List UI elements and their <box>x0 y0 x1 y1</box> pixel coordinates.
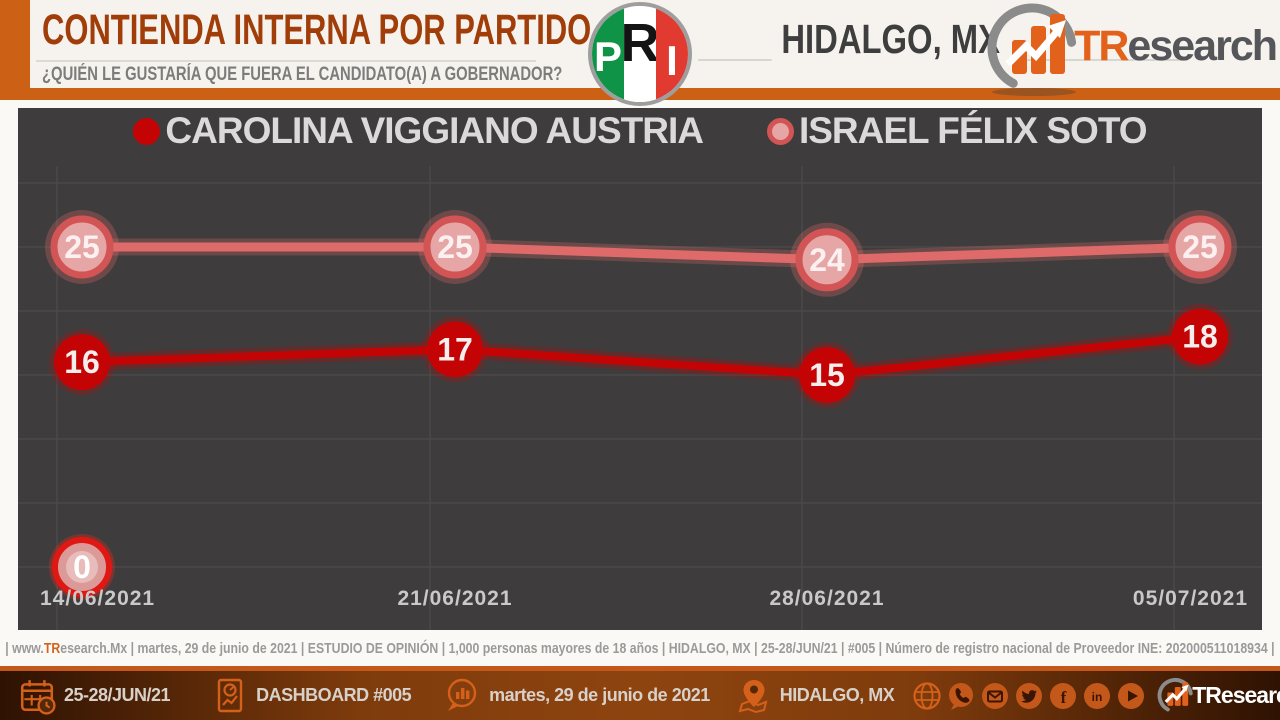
calendar-clock-icon <box>20 679 56 715</box>
facebook-icon[interactable]: f <box>1048 681 1078 711</box>
report-icon <box>217 678 243 712</box>
svg-text:15: 15 <box>809 357 845 393</box>
svg-text:in: in <box>1092 690 1103 704</box>
svg-text:17: 17 <box>437 331 473 367</box>
tresearch-prefix: TR <box>1074 22 1129 70</box>
header: CONTIENDA INTERNA POR PARTIDO ¿QUIÉN LE … <box>0 0 1280 106</box>
page-title: CONTIENDA INTERNA POR PARTIDO <box>42 6 592 54</box>
svg-text:25: 25 <box>1182 229 1218 265</box>
svg-text:24: 24 <box>809 242 845 278</box>
legend-dot-israel <box>766 117 794 145</box>
tresearch-wordmark-small: TResearch <box>1192 682 1280 709</box>
source-brand: TR <box>43 639 61 657</box>
header-left-accent-bar <box>0 0 30 88</box>
source-text: | www.TResearch.Mx | martes, 29 de junio… <box>5 640 1274 657</box>
tresearch-chart-icon <box>987 3 1077 96</box>
svg-text:16: 16 <box>64 344 100 380</box>
date-range-item: 25-28/JUN/21 <box>18 677 171 715</box>
legend-item-israel: ISRAEL FÉLIX SOTO <box>766 110 1148 152</box>
poll-line-chart: 25 25 24 25 16 17 15 18 0 14/06/2021 21/06/2021 28/… <box>18 108 1262 630</box>
svg-text:25: 25 <box>437 229 473 265</box>
tresearch-prefix-small: TR <box>1192 682 1222 708</box>
svg-text:18: 18 <box>1182 319 1218 355</box>
dashboard-label: DASHBOARD #005 <box>256 685 412 705</box>
svg-text:05/07/2021: 05/07/2021 <box>1133 587 1248 610</box>
location-label-bar: HIDALGO, MX <box>779 685 895 705</box>
tresearch-chart-icon-small <box>1157 677 1194 713</box>
map-pin-icon <box>738 679 768 713</box>
legend-item-carolina: CAROLINA VIGGIANO AUSTRIA <box>133 110 704 152</box>
svg-text:25: 25 <box>64 229 100 265</box>
social-icons: f in <box>912 681 1146 711</box>
tresearch-suffix-small: esearch <box>1220 682 1280 708</box>
svg-text:14/06/2021: 14/06/2021 <box>40 587 155 610</box>
globe-icon[interactable] <box>912 681 942 711</box>
legend-label-israel: ISRAEL FÉLIX SOTO <box>798 110 1148 151</box>
pri-letter-r: R <box>620 13 660 73</box>
location-label: HIDALGO, MX <box>771 16 1010 63</box>
svg-text:0: 0 <box>73 549 91 585</box>
source-line: | www.TResearch.Mx | martes, 29 de junio… <box>0 630 1280 666</box>
bottom-bar: 25-28/JUN/21 DASHBOARD #005 martes, 29 d… <box>0 666 1280 720</box>
pri-white-stripe: R <box>621 6 660 102</box>
linkedin-icon[interactable]: in <box>1082 681 1112 711</box>
legend-label-carolina: CAROLINA VIGGIANO AUSTRIA <box>165 110 704 151</box>
source-prefix: | www. <box>5 639 44 657</box>
source-rest: esearch.Mx | martes, 29 de junio de 2021… <box>60 639 1275 657</box>
chart-legend: CAROLINA VIGGIANO AUSTRIA ISRAEL FÉLIX S… <box>18 110 1262 152</box>
date-range-label: 25-28/JUN/21 <box>64 685 171 705</box>
speech-bubble-chart-icon <box>447 678 477 711</box>
svg-text:f: f <box>1061 688 1067 707</box>
pri-red-stripe: I <box>656 6 688 102</box>
youtube-icon[interactable] <box>1116 681 1146 711</box>
tresearch-logo: TResearch <box>978 0 1278 98</box>
legend-dot-carolina <box>133 117 161 145</box>
tresearch-wordmark: TResearch <box>1074 22 1278 71</box>
twitter-icon[interactable] <box>1014 681 1044 711</box>
tresearch-suffix: esearch <box>1127 22 1278 70</box>
publish-date-item: martes, 29 de junio de 2021 <box>441 677 710 715</box>
line-chart-plot: 25 25 24 25 16 17 15 18 014/06/2021 21/06/2021 28/… <box>18 166 1262 630</box>
page-subtitle: ¿QUIÉN LE GUSTARÍA QUE FUERA EL CANDIDAT… <box>42 64 563 85</box>
svg-text:28/06/2021: 28/06/2021 <box>769 587 884 610</box>
location-item: HIDALGO, MX <box>736 678 895 714</box>
phone-icon[interactable] <box>946 681 976 711</box>
publish-date-label: martes, 29 de junio de 2021 <box>489 685 710 705</box>
title-divider <box>36 60 536 62</box>
pri-party-logo: P R I <box>588 2 692 106</box>
svg-text:21/06/2021: 21/06/2021 <box>397 587 512 610</box>
pri-green-stripe: P <box>592 6 624 102</box>
pri-letter-p: P <box>593 33 623 80</box>
email-icon[interactable] <box>980 681 1010 711</box>
pri-letter-i: I <box>666 37 678 84</box>
dashboard-item: DASHBOARD #005 <box>212 677 412 715</box>
tresearch-logo-small: TResearch <box>1154 675 1280 717</box>
